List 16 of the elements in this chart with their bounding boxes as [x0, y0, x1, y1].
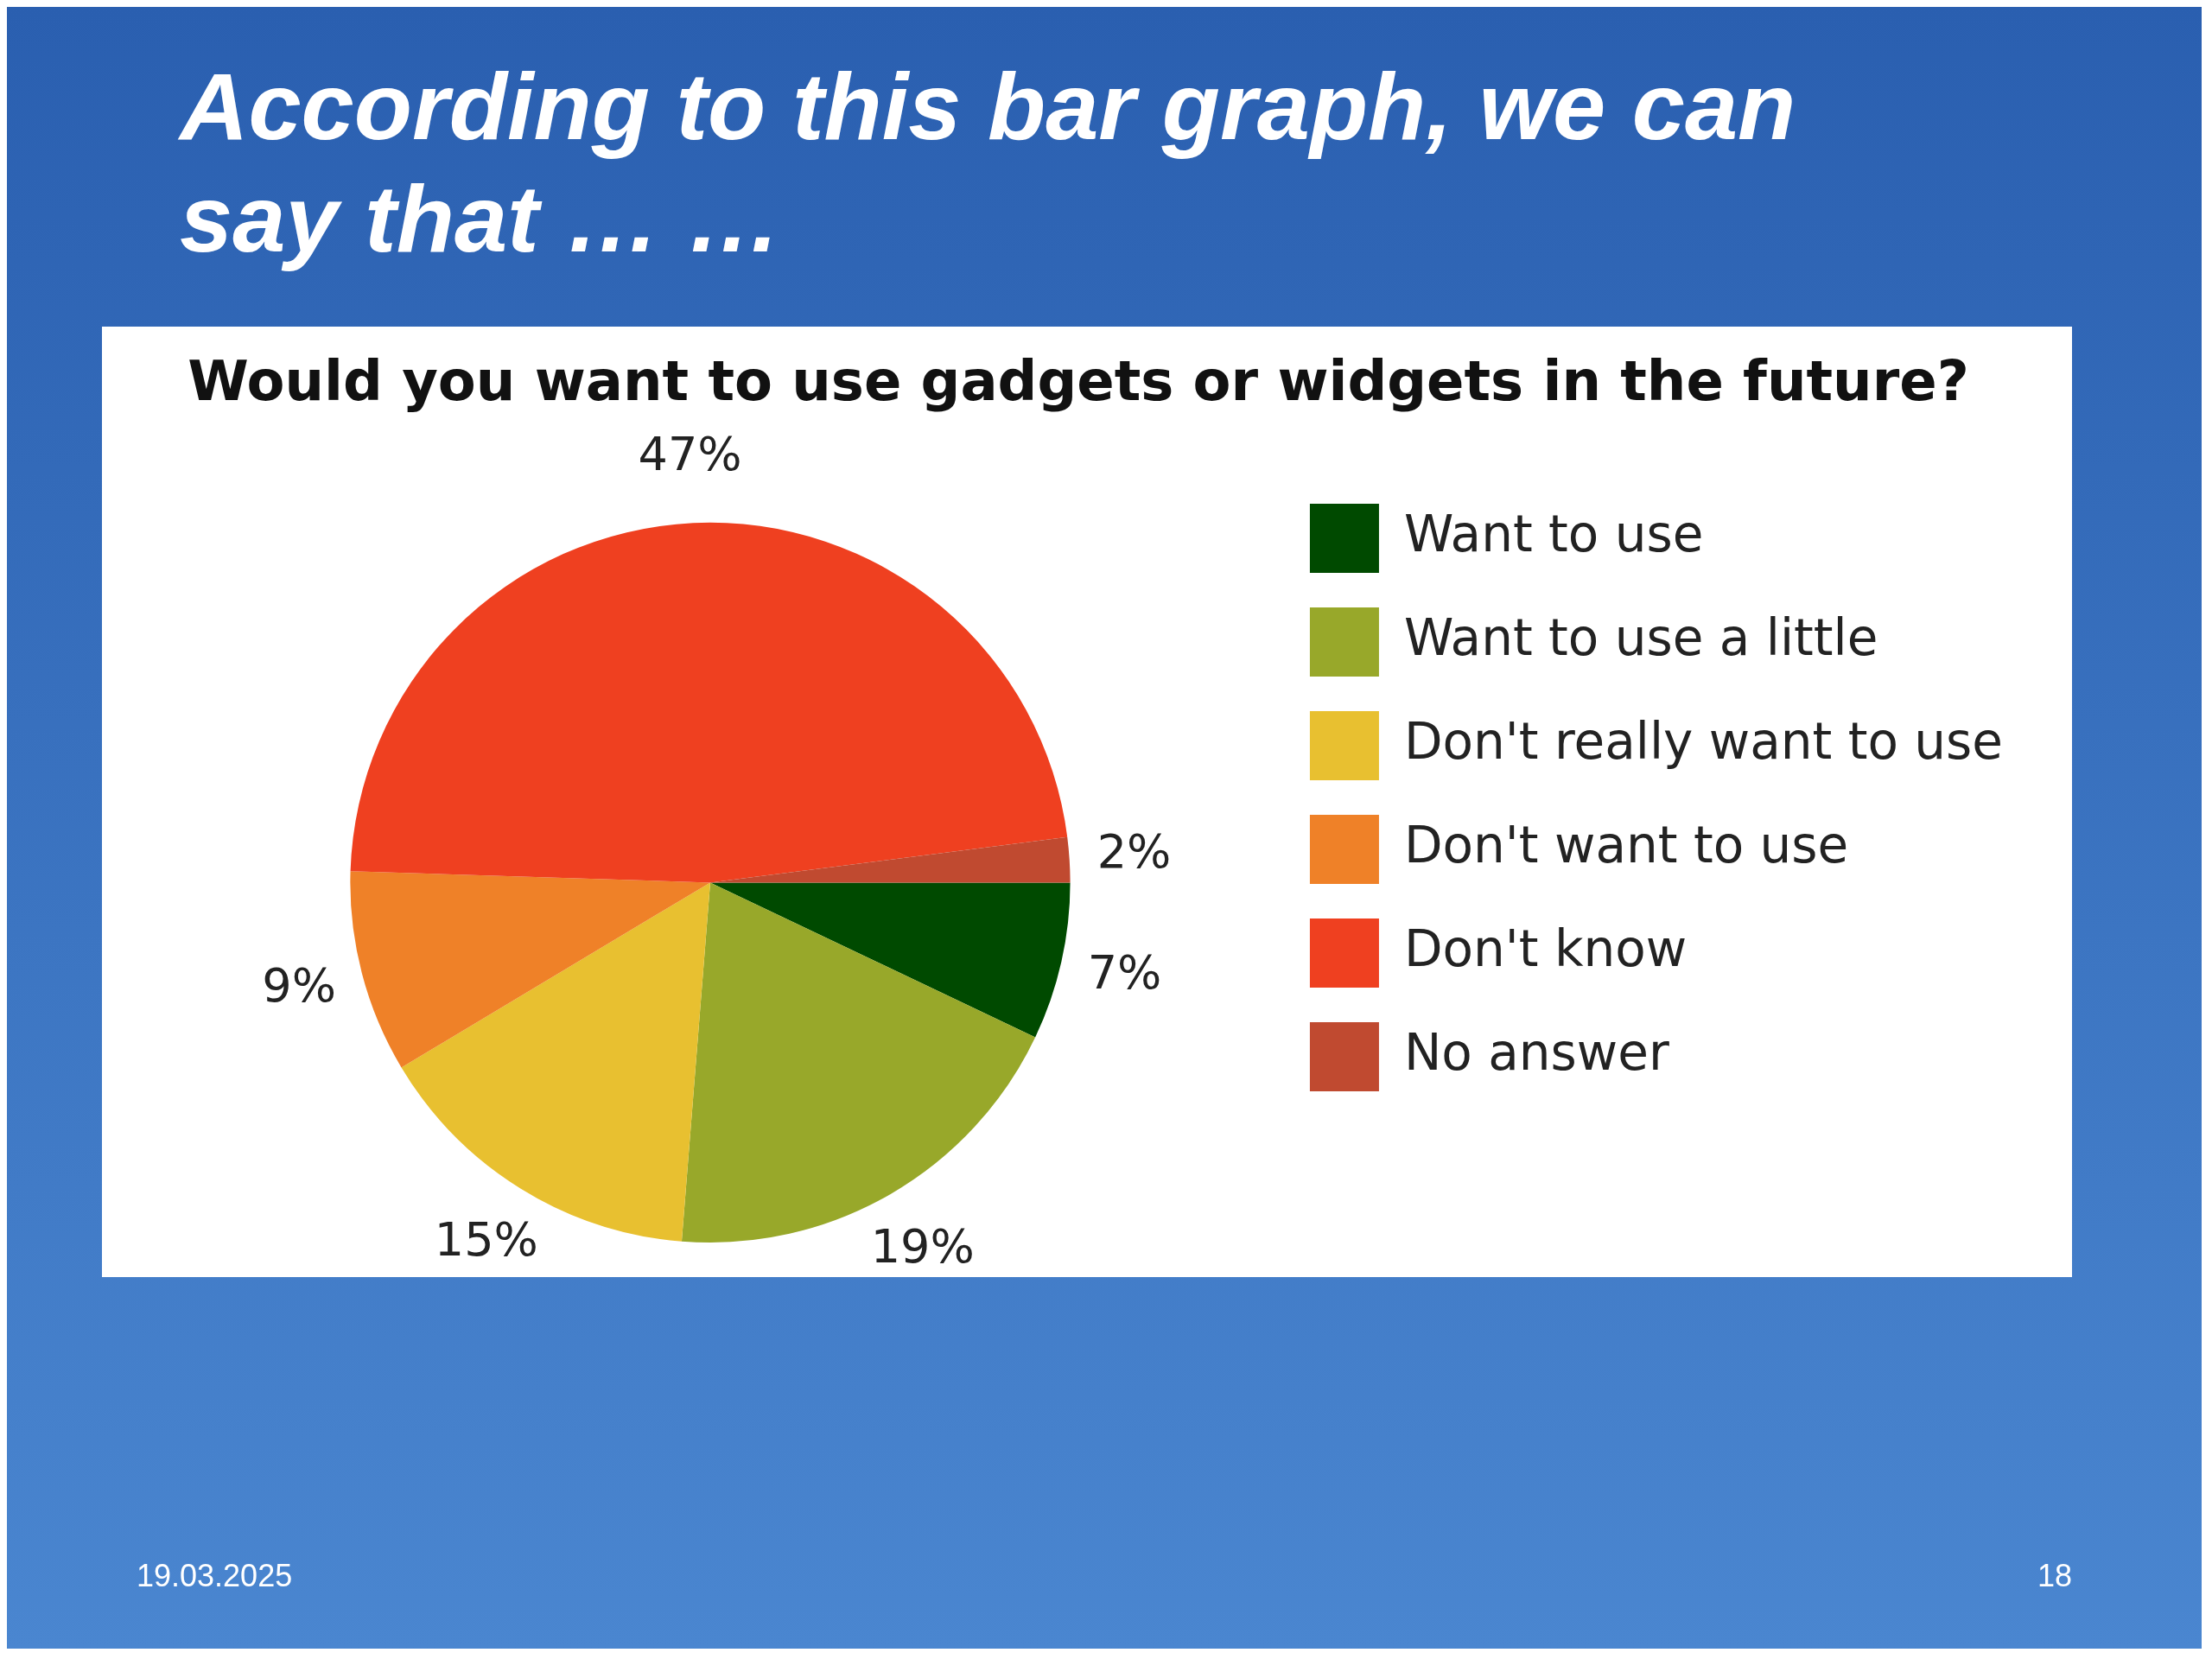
text: 18 — [2037, 1558, 2072, 1594]
legend-label: Don't really want to use — [1403, 712, 2004, 772]
legend-label: Don't know — [1403, 919, 1688, 979]
data-label: 2% — [1096, 824, 1172, 880]
legend-label: No answer — [1403, 1023, 1669, 1083]
data-label: 47% — [638, 427, 742, 482]
legend-label: Don't want to use — [1403, 816, 1849, 875]
legend-label: Want to use a little — [1403, 608, 1878, 668]
data-label: 15% — [434, 1212, 538, 1268]
data-label: 9% — [262, 957, 336, 1013]
chart-title: According to this bar graph, we can say that … … — [180, 52, 1797, 273]
legend-label: Want to use — [1403, 505, 1704, 564]
data-label: 19% — [870, 1219, 975, 1274]
data-label: 7% — [1087, 944, 1162, 1000]
chart-subtitle: Would you want to use gadgets or widgets in the future? — [188, 349, 1969, 414]
text: 19.03.2025 — [137, 1558, 293, 1594]
